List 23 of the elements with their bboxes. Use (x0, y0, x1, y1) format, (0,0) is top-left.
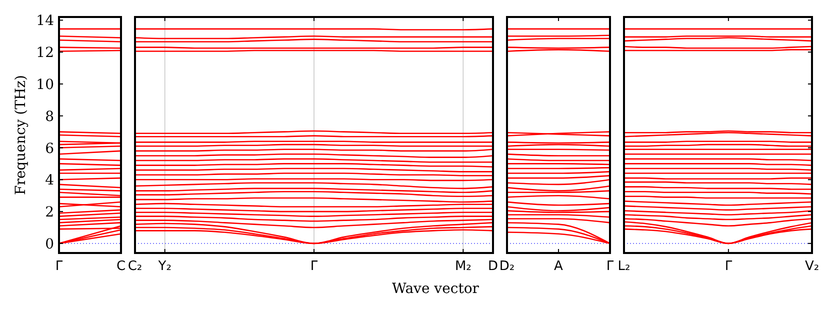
x-tick-label: Γ (606, 259, 614, 274)
y-tick-label: 6 (45, 140, 54, 157)
x-tick-label: C (116, 259, 126, 274)
y-axis-title: Frequency (THz) (13, 74, 29, 196)
x-tick-label: V₂ (804, 259, 820, 274)
x-axis-title: Wave vector (392, 281, 480, 297)
y-tick-label: 4 (45, 172, 54, 189)
x-tick-label: Y₂ (157, 259, 172, 274)
y-tick-label: 8 (45, 108, 54, 125)
x-tick-label: Γ (724, 259, 733, 274)
y-tick-label: 14 (36, 13, 54, 30)
y-tick-label: 10 (36, 76, 54, 93)
x-tick-label: Γ (310, 259, 318, 274)
y-tick-label: 12 (36, 45, 54, 62)
y-tick-label: 0 (45, 236, 54, 252)
x-tick-label: C₂ (128, 259, 142, 274)
x-tick-label: D (488, 259, 498, 274)
x-tick-label: A (554, 259, 564, 274)
x-tick-label: L₂ (618, 259, 630, 274)
y-tick-label: 2 (45, 204, 54, 221)
x-tick-label: Γ (55, 259, 64, 274)
x-tick-label: M₂ (454, 259, 472, 274)
x-tick-label: D₂ (499, 259, 515, 274)
